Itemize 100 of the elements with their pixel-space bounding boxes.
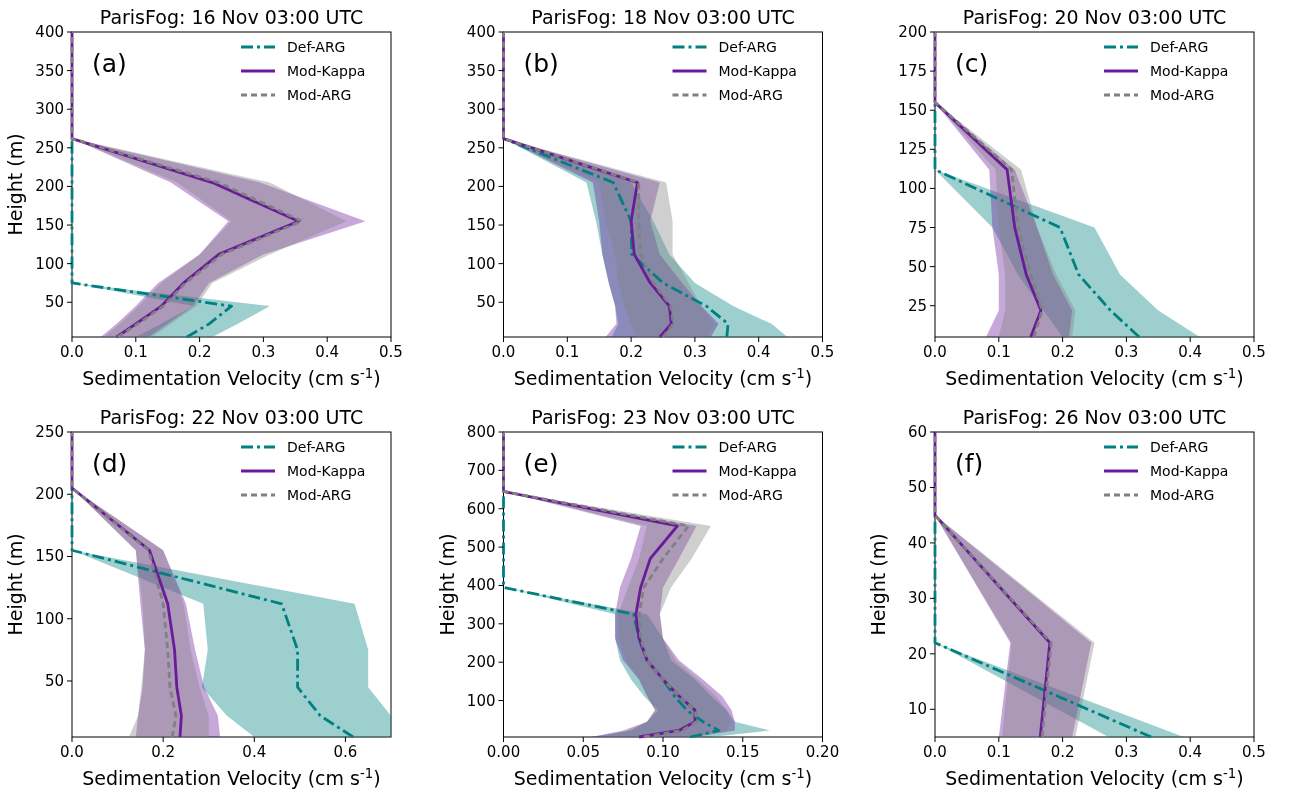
y-tick-label: 150 [35,547,64,566]
y-tick-label: 50 [476,293,496,312]
chart-title: ParisFog: 22 Nov 03:00 UTC [99,406,364,428]
y-tick-label: 30 [907,589,927,608]
x-tick-label: 0.0 [923,743,947,761]
x-axis-title: Sedimentation Velocity (cm s$^{-1}$) [945,365,1244,389]
y-tick-label: 200 [35,177,64,196]
x-tick-label: 0.1 [986,343,1011,361]
x-tick-label: 0.4 [1178,743,1203,761]
x-tick-label: 0.20 [805,743,840,761]
y-tick-label: 400 [466,576,496,595]
x-tick-label: 0.2 [187,343,212,361]
x-axis-title: Sedimentation Velocity (cm s$^{-1}$) [945,765,1244,789]
x-tick-label: 0.4 [242,743,267,761]
x-tick-label: 0.5 [810,343,835,361]
y-tick-label: 100 [898,179,927,198]
y-tick-label: 300 [35,100,64,119]
y-tick-label: 200 [898,23,927,41]
x-tick-label: 0.10 [646,743,680,761]
legend-label: Def-ARG [718,439,777,455]
y-tick-label: 150 [466,216,496,235]
y-tick-label: 600 [466,499,496,518]
annotation: (c) [955,49,989,78]
legend-label: Mod-ARG [1150,87,1215,103]
legend-label: Def-ARG [1150,439,1209,455]
y-tick-label: 25 [907,296,927,315]
x-tick-label: 0.6 [333,743,358,761]
y-tick-label: 20 [907,644,927,663]
x-tick-label: 0.5 [379,343,403,361]
x-tick-label: 0.2 [1050,343,1075,361]
legend-label: Mod-ARG [718,87,783,103]
y-tick-label: 150 [898,101,927,120]
x-tick-label: 0.3 [1114,743,1139,761]
y-tick-label: 40 [907,533,927,552]
x-axis-title: Sedimentation Velocity (cm s$^{-1}$) [82,365,381,389]
chart-title: ParisFog: 18 Nov 03:00 UTC [531,6,795,28]
y-axis-title: Height (m) [867,533,889,636]
y-tick-label: 250 [35,138,64,157]
x-tick-label: 0.0 [60,343,84,361]
y-tick-label: 100 [35,609,64,628]
x-tick-label: 0.0 [923,343,947,361]
y-tick-label: 250 [35,423,64,441]
x-tick-label: 0.5 [1242,743,1266,761]
x-axis-title: Sedimentation Velocity (cm s$^{-1}$) [513,765,813,789]
y-tick-label: 400 [35,23,64,41]
y-tick-label: 175 [898,62,927,81]
y-axis-title: Height (m) [4,533,26,636]
y-tick-label: 200 [35,485,64,504]
y-tick-label: 350 [466,61,496,80]
x-tick-label: 0.1 [123,343,148,361]
y-tick-label: 100 [466,691,496,710]
x-tick-label: 0.4 [315,343,340,361]
y-tick-label: 75 [907,218,927,237]
legend-label: Mod-ARG [1150,487,1215,503]
chart-title: ParisFog: 20 Nov 03:00 UTC [962,6,1227,28]
x-tick-label: 0.0 [60,743,84,761]
y-tick-label: 125 [898,140,927,159]
x-tick-label: 0.00 [486,743,521,761]
legend-label: Mod-ARG [287,487,352,503]
x-tick-label: 0.1 [986,743,1011,761]
chart-title: ParisFog: 26 Nov 03:00 UTC [962,406,1227,428]
y-tick-label: 50 [907,478,927,497]
legend-label: Def-ARG [287,439,346,455]
legend-label: Def-ARG [718,39,777,55]
y-tick-label: 350 [35,61,64,80]
x-tick-label: 0.5 [1242,343,1266,361]
chart-title: ParisFog: 16 Nov 03:00 UTC [99,6,364,28]
y-tick-label: 200 [466,177,496,196]
legend-label: Mod-Kappa [287,463,366,479]
y-tick-label: 150 [35,216,64,235]
x-tick-label: 0.3 [251,343,276,361]
legend-label: Mod-ARG [287,87,352,103]
y-tick-label: 800 [466,423,496,441]
annotation: (d) [92,449,128,478]
legend-label: Def-ARG [1150,39,1209,55]
y-tick-label: 400 [466,23,496,41]
x-axis-title: Sedimentation Velocity (cm s$^{-1}$) [513,365,813,389]
x-axis-title: Sedimentation Velocity (cm s$^{-1}$) [82,765,381,789]
x-tick-label: 0.4 [746,343,771,361]
y-tick-label: 100 [466,254,496,273]
legend-label: Def-ARG [287,39,346,55]
legend-label: Mod-ARG [718,487,783,503]
y-tick-label: 250 [466,138,496,157]
y-tick-label: 500 [466,538,496,557]
y-tick-label: 50 [44,671,64,690]
x-tick-label: 0.2 [151,743,176,761]
x-tick-label: 0.2 [1050,743,1075,761]
chart-title: ParisFog: 23 Nov 03:00 UTC [531,406,795,428]
y-tick-label: 50 [44,293,64,312]
x-tick-label: 0.3 [682,343,707,361]
x-tick-label: 0.2 [619,343,644,361]
y-tick-label: 700 [466,461,496,480]
x-tick-label: 0.4 [1178,343,1203,361]
legend-label: Mod-Kappa [718,63,797,79]
y-axis-title: Height (m) [4,133,26,236]
y-tick-label: 100 [35,254,64,273]
x-tick-label: 0.3 [1114,343,1139,361]
y-tick-label: 200 [466,653,496,672]
legend-label: Mod-Kappa [287,63,366,79]
legend-label: Mod-Kappa [1150,63,1229,79]
